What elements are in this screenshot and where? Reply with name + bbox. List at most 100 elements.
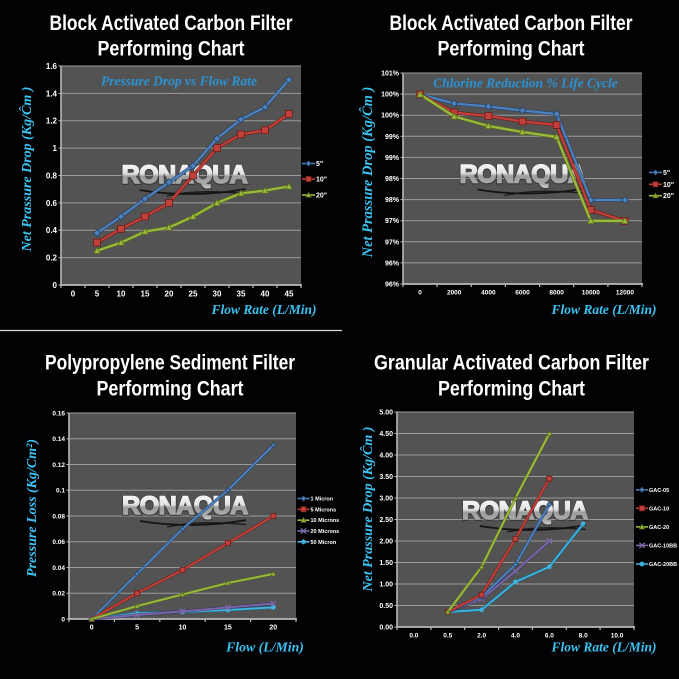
svg-text:Pressure Drop vs Flow Rate: Pressure Drop vs Flow Rate xyxy=(101,74,257,89)
svg-text:100%: 100% xyxy=(381,113,400,120)
svg-text:GAC-10: GAC-10 xyxy=(649,506,669,512)
svg-text:Flow (L/Min): Flow (L/Min) xyxy=(225,640,304,656)
svg-text:0.08: 0.08 xyxy=(52,513,65,520)
svg-text:20: 20 xyxy=(269,625,277,632)
svg-text:Performing Chart: Performing Chart xyxy=(97,378,244,401)
svg-text:Net Prassure Drop (Kg/Ĉm ): Net Prassure Drop (Kg/Ĉm ) xyxy=(359,87,376,259)
svg-text:4.0: 4.0 xyxy=(511,633,520,640)
svg-text:4.50: 4.50 xyxy=(379,431,393,438)
svg-text:96%: 96% xyxy=(385,260,400,267)
svg-text:20": 20" xyxy=(663,193,674,200)
svg-text:0: 0 xyxy=(71,290,76,299)
svg-text:RONAQUA: RONAQUA xyxy=(460,161,586,189)
svg-text:97%: 97% xyxy=(385,239,400,246)
svg-text:98%: 98% xyxy=(385,197,400,204)
svg-text:0.1: 0.1 xyxy=(56,488,65,495)
svg-text:3.00: 3.00 xyxy=(379,496,393,503)
svg-text:5": 5" xyxy=(663,170,670,177)
svg-text:0.6: 0.6 xyxy=(46,199,58,208)
svg-text:20 Microns: 20 Microns xyxy=(311,529,340,535)
svg-text:1.50: 1.50 xyxy=(379,560,393,567)
svg-text:0.0: 0.0 xyxy=(409,633,418,640)
svg-text:10": 10" xyxy=(663,182,674,189)
svg-text:2.00: 2.00 xyxy=(379,539,393,546)
svg-text:Block Activated Carbon Filter: Block Activated Carbon Filter xyxy=(390,12,633,35)
svg-text:GAC-05: GAC-05 xyxy=(649,488,669,494)
svg-text:Flow Rate (L/Min): Flow Rate (L/Min) xyxy=(210,302,316,317)
svg-text:RONAQUA: RONAQUA xyxy=(122,493,248,521)
svg-text:Flow Rate (L/Min): Flow Rate (L/Min) xyxy=(550,640,656,655)
svg-text:0: 0 xyxy=(53,281,58,290)
svg-text:3.50: 3.50 xyxy=(379,474,393,481)
svg-text:2000: 2000 xyxy=(447,290,462,297)
svg-text:0.14: 0.14 xyxy=(52,436,65,443)
svg-text:4.00: 4.00 xyxy=(379,453,393,460)
svg-text:100%: 100% xyxy=(381,92,400,99)
svg-text:2.0: 2.0 xyxy=(477,633,486,640)
svg-text:0.00: 0.00 xyxy=(379,625,393,632)
svg-text:6000: 6000 xyxy=(515,290,530,297)
svg-text:50 Micron: 50 Micron xyxy=(311,540,337,546)
svg-text:1 Micron: 1 Micron xyxy=(311,497,334,503)
svg-text:Polypropylene Sediment Filter: Polypropylene Sediment Filter xyxy=(45,352,295,375)
svg-text:Block Activated Carbon Filter: Block Activated Carbon Filter xyxy=(50,12,293,35)
svg-text:10000: 10000 xyxy=(582,290,600,297)
svg-text:0: 0 xyxy=(418,290,422,297)
svg-text:RONAQUA: RONAQUA xyxy=(122,492,248,520)
svg-text:GAC-10BB: GAC-10BB xyxy=(649,543,677,549)
svg-text:Performing Chart: Performing Chart xyxy=(98,38,245,61)
svg-text:1.6: 1.6 xyxy=(46,62,58,71)
svg-text:0.16: 0.16 xyxy=(52,410,65,417)
svg-text:0.12: 0.12 xyxy=(52,462,65,469)
svg-text:99%: 99% xyxy=(385,155,400,162)
svg-text:0.5: 0.5 xyxy=(443,633,452,640)
svg-text:98%: 98% xyxy=(385,176,400,183)
svg-text:5.00: 5.00 xyxy=(379,410,393,417)
svg-text:0.50: 0.50 xyxy=(379,603,393,610)
svg-text:0.06: 0.06 xyxy=(52,539,65,546)
svg-text:5 Microns: 5 Microns xyxy=(311,507,337,513)
svg-text:10": 10" xyxy=(316,177,327,184)
svg-text:101%: 101% xyxy=(381,71,400,78)
svg-text:5: 5 xyxy=(95,290,100,299)
svg-text:25: 25 xyxy=(189,290,198,299)
svg-text:10.0: 10.0 xyxy=(611,633,624,640)
svg-text:5: 5 xyxy=(135,625,139,632)
svg-text:Performing Chart: Performing Chart xyxy=(438,378,585,401)
svg-text:0.2: 0.2 xyxy=(46,254,58,263)
svg-text:1.4: 1.4 xyxy=(46,89,58,98)
svg-text:10: 10 xyxy=(117,290,126,299)
svg-text:Net Prassure Drop (Kg/Ĉm ): Net Prassure Drop (Kg/Ĉm ) xyxy=(18,87,35,253)
svg-text:Net Prassure Drop (Kg/Ĉm ): Net Prassure Drop (Kg/Ĉm ) xyxy=(359,427,376,593)
svg-text:30: 30 xyxy=(213,290,222,299)
svg-text:0: 0 xyxy=(90,625,94,632)
svg-text:45: 45 xyxy=(285,290,294,299)
svg-text:Pressure Loss (Kg/Cm²): Pressure Loss (Kg/Cm²) xyxy=(25,439,40,577)
svg-text:1.2: 1.2 xyxy=(46,117,58,126)
svg-text:96%: 96% xyxy=(385,282,400,289)
svg-text:Performing Chart: Performing Chart xyxy=(438,38,585,61)
svg-text:40: 40 xyxy=(261,290,270,299)
svg-text:8000: 8000 xyxy=(549,290,564,297)
svg-text:2.50: 2.50 xyxy=(379,517,393,524)
svg-text:GAC-20BB: GAC-20BB xyxy=(649,562,677,568)
svg-text:Granular Activated Carbon Filt: Granular Activated Carbon Filter xyxy=(374,352,649,375)
svg-text:0.8: 0.8 xyxy=(46,171,58,180)
svg-text:35: 35 xyxy=(237,290,246,299)
svg-text:Chlorine Reduction % Life Cycl: Chlorine Reduction % Life Cycle xyxy=(433,76,618,91)
svg-text:20": 20" xyxy=(316,193,327,200)
svg-text:10: 10 xyxy=(179,625,187,632)
svg-text:15: 15 xyxy=(141,290,150,299)
svg-text:0: 0 xyxy=(61,616,65,623)
svg-text:99%: 99% xyxy=(385,134,400,141)
svg-text:5": 5" xyxy=(316,161,323,168)
svg-text:1: 1 xyxy=(53,144,58,153)
svg-text:6.0: 6.0 xyxy=(545,633,554,640)
svg-text:97%: 97% xyxy=(385,218,400,225)
svg-text:Flow Rate (L/Min): Flow Rate (L/Min) xyxy=(550,302,656,317)
svg-text:20: 20 xyxy=(165,290,174,299)
svg-text:1.00: 1.00 xyxy=(379,582,393,589)
svg-text:0.4: 0.4 xyxy=(46,226,58,235)
svg-text:GAC-20: GAC-20 xyxy=(649,525,669,531)
svg-text:0.04: 0.04 xyxy=(52,565,65,572)
